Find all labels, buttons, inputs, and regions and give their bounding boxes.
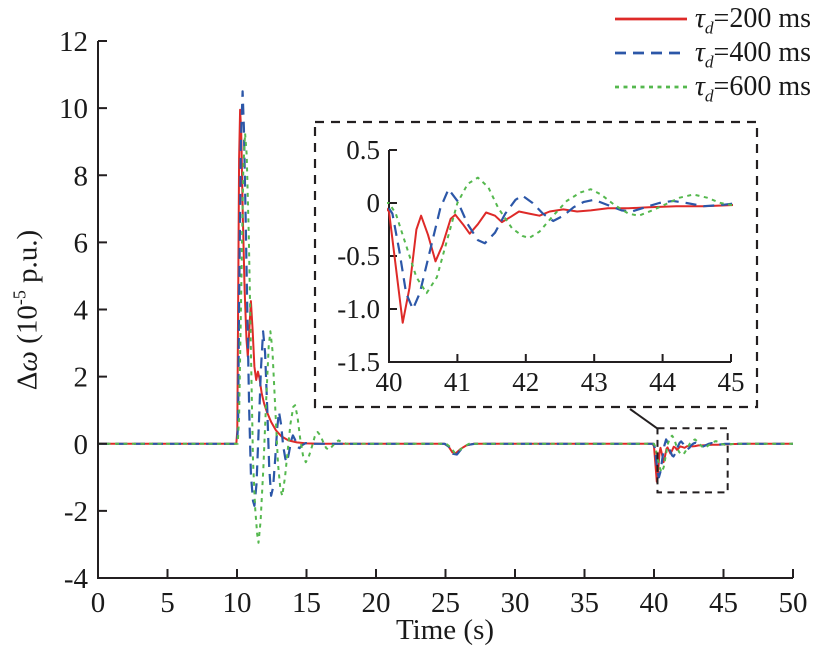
main-y-tick-label: 0: [74, 429, 89, 461]
inset-y-tick-label: 0.5: [346, 135, 380, 165]
y-axis-label-exponent: -5: [9, 290, 30, 306]
main-y-tick-label: 2: [74, 362, 89, 394]
legend-label-sub: d: [704, 86, 714, 106]
main-y-tick-label: 10: [59, 93, 88, 125]
series--d-400-ms-inset: [387, 188, 733, 311]
legend-label-sub: d: [704, 52, 714, 72]
series--d-600-ms-inset: [387, 176, 733, 295]
legend: τd=200 ms τd=400 ms τd=600 ms: [614, 2, 811, 106]
legend-item-400ms: τd=400 ms: [614, 36, 811, 72]
main-x-tick-label: 50: [779, 587, 808, 619]
legend-label: τ: [694, 71, 705, 102]
main-x-tick-label: 40: [640, 587, 669, 619]
legend-label: τ: [694, 3, 705, 34]
y-axis-label: Δω (10-5 p.u.): [10, 230, 45, 390]
inset-plot: 40 41 42 43 44 45 0.5 0 -0.5 -1.0 -1.5: [313, 120, 759, 409]
inset-x-tick-label: 45: [718, 367, 745, 397]
legend-item-200ms: τd=200 ms: [614, 2, 811, 38]
main-y-tick-label: 4: [74, 295, 89, 327]
main-y-tick-label: 12: [59, 26, 88, 58]
main-x-tick-label: 20: [362, 587, 391, 619]
main-x-tick-label: 25: [431, 587, 460, 619]
legend-label-rest: =600 ms: [713, 71, 811, 102]
inset-y-tick-label: -1.5: [337, 347, 380, 377]
y-axis-label-post: p.u.): [11, 229, 44, 291]
inset-y-tick-label: 0: [367, 188, 381, 218]
main-x-tick-label: 45: [709, 587, 738, 619]
legend-label-rest: =200 ms: [713, 3, 811, 34]
legend-line-sample-400ms: [614, 49, 688, 57]
main-y-tick-label: -4: [64, 563, 89, 595]
inset-border-box: [313, 120, 759, 409]
series--d-200-ms-inset: [387, 204, 733, 324]
inset-x-tick-label: 40: [376, 367, 403, 397]
y-axis-label-omega: ω: [11, 351, 44, 372]
inset-y-tick-label: -0.5: [337, 241, 380, 271]
inset-x-tick-label: 42: [512, 367, 539, 397]
legend-label-sub: d: [704, 18, 714, 38]
zoom-connector-line: [629, 408, 660, 431]
inset-x-tick-label: 41: [444, 367, 471, 397]
inset-x-tick-label: 43: [581, 367, 608, 397]
main-x-tick-label: 5: [160, 587, 175, 619]
legend-line-sample-600ms: [614, 83, 688, 91]
series--d-600-ms-main: [98, 132, 793, 544]
main-y-tick-label: 8: [74, 160, 89, 192]
x-axis-label: Time (s): [395, 614, 495, 646]
zoom-region-box: [656, 427, 729, 494]
legend-line-sample-200ms: [614, 15, 688, 23]
legend-item-600ms: τd=600 ms: [614, 70, 811, 106]
legend-label: τ: [694, 37, 705, 68]
y-axis-label-delta: Δ: [11, 371, 44, 391]
main-x-tick-label: 10: [223, 587, 252, 619]
y-axis-label-mid: (10: [11, 305, 44, 352]
main-y-tick-label: 6: [74, 227, 89, 259]
series--d-400-ms-main: [98, 90, 793, 507]
main-x-tick-label: 0: [91, 587, 106, 619]
main-x-tick-label: 15: [292, 587, 321, 619]
inset-y-tick-label: -1.0: [337, 294, 380, 324]
main-x-tick-label: 30: [501, 587, 530, 619]
inset-x-tick-label: 44: [649, 367, 677, 397]
main-x-tick-label: 35: [570, 587, 599, 619]
legend-label-rest: =400 ms: [713, 37, 811, 68]
main-y-tick-label: -2: [64, 496, 88, 528]
